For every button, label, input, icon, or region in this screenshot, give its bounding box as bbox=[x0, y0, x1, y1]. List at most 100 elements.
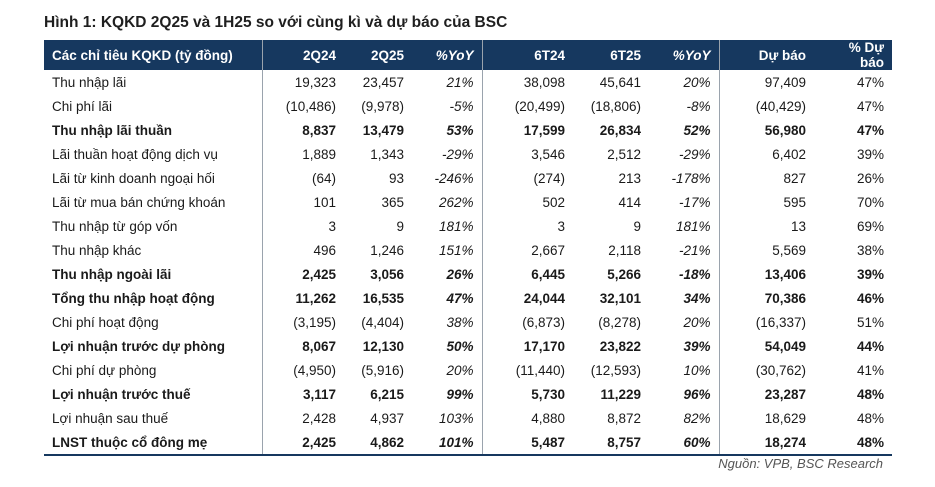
cell-forecast: 56,980 bbox=[718, 118, 814, 142]
cell-2q25: 16,535 bbox=[362, 290, 404, 306]
cell-6t24: (274) bbox=[481, 166, 573, 190]
cell-yoy-quarter: 181% bbox=[438, 218, 474, 234]
cell-forecast: 5,569 bbox=[718, 238, 814, 262]
cell-forecast: (16,337) bbox=[718, 310, 814, 334]
row-label: Lợi nhuận trước thuế bbox=[52, 386, 191, 402]
cell-2q24: 2,425 bbox=[261, 262, 344, 286]
row-label: Thu nhập lãi thuần bbox=[52, 122, 172, 138]
cell-6t24: (11,440) bbox=[481, 358, 573, 382]
table-header-row: Các chỉ tiêu KQKD (tỷ đồng) 2Q24 2Q25 %Y… bbox=[44, 40, 892, 70]
cell-2q25: 23,457 bbox=[362, 74, 404, 90]
cell-2q25: 1,343 bbox=[370, 146, 404, 162]
cell-2q24: 3 bbox=[261, 214, 344, 238]
cell-yoy-quarter: 262% bbox=[438, 194, 474, 210]
cell-yoy-quarter: 21% bbox=[446, 74, 474, 90]
cell-forecast-pct: 46% bbox=[856, 290, 884, 306]
cell-6t24: 24,044 bbox=[481, 286, 573, 310]
cell-2q24: 19,323 bbox=[261, 70, 344, 94]
cell-yoy-halfyear: 20% bbox=[683, 314, 711, 330]
cell-forecast: 6,402 bbox=[718, 142, 814, 166]
table-row: Tổng thu nhập hoạt động 11,262 16,535 47% 24… bbox=[44, 286, 892, 310]
cell-forecast-pct: 69% bbox=[856, 218, 884, 234]
header-yoy-quarter: %YoY bbox=[412, 40, 482, 70]
row-label: LNST thuộc cổ đông mẹ bbox=[44, 430, 262, 456]
row-label: Lãi từ kinh doanh ngoại hối bbox=[52, 170, 215, 186]
row-label: Thu nhập từ góp vốn bbox=[52, 218, 178, 234]
row-label: Chi phí hoạt động bbox=[52, 314, 159, 330]
header-6t24: 6T24 bbox=[481, 40, 573, 70]
row-label: Lợi nhuận trước dự phòng bbox=[52, 338, 225, 354]
cell-6t24: 2,667 bbox=[481, 238, 573, 262]
cell-6t24: 502 bbox=[481, 190, 573, 214]
row-label: Thu nhập lãi bbox=[52, 74, 127, 90]
cell-yoy-quarter: -246% bbox=[434, 170, 474, 186]
table-row: Thu nhập từ góp vốn 3 9 181% 3 9 181% 13 69% bbox=[44, 214, 892, 238]
table-row: Chi phí dự phòng (4,950) (5,916) 20% (11,440… bbox=[44, 358, 892, 382]
cell-6t24: 17,170 bbox=[481, 334, 573, 358]
cell-yoy-quarter: 103% bbox=[438, 410, 474, 426]
cell-6t24: 4,880 bbox=[481, 406, 573, 430]
cell-yoy-halfyear: 96% bbox=[683, 386, 711, 402]
table-row: Chi phí hoạt động (3,195) (4,404) 38% (6,873… bbox=[44, 310, 892, 334]
cell-yoy-quarter: 99% bbox=[446, 386, 474, 402]
table-row: Lợi nhuận sau thuế 2,428 4,937 103% 4,880 8,8… bbox=[44, 406, 892, 430]
cell-yoy-halfyear: 10% bbox=[683, 362, 711, 378]
cell-6t25: 23,822 bbox=[599, 338, 641, 354]
table-row: Thu nhập lãi thuần 8,837 13,479 53% 17,599 26… bbox=[44, 118, 892, 142]
header-6t25: 6T25 bbox=[573, 40, 649, 70]
cell-forecast-pct: 48% bbox=[856, 386, 884, 402]
cell-6t25: 8,872 bbox=[607, 410, 641, 426]
cell-2q24: 8,837 bbox=[261, 118, 344, 142]
cell-2q25: 12,130 bbox=[362, 338, 404, 354]
cell-2q25: (4,404) bbox=[361, 314, 404, 330]
cell-2q24: 101 bbox=[261, 190, 344, 214]
cell-forecast-pct: 47% bbox=[856, 122, 884, 138]
cell-2q24: 2,428 bbox=[261, 406, 344, 430]
table-row: Thu nhập khác 496 1,246 151% 2,667 2,118 -21% 5… bbox=[44, 238, 892, 262]
table-row: Lãi từ kinh doanh ngoại hối (64) 93 -246% (2… bbox=[44, 166, 892, 190]
cell-yoy-halfyear: 52% bbox=[683, 122, 711, 138]
cell-2q24: (3,195) bbox=[261, 310, 344, 334]
header-metric: Các chỉ tiêu KQKD (tỷ đồng) bbox=[44, 40, 262, 70]
cell-forecast-pct: 48% bbox=[814, 430, 892, 456]
cell-yoy-quarter: 50% bbox=[446, 338, 474, 354]
cell-6t25: 26,834 bbox=[599, 122, 641, 138]
cell-forecast: 13,406 bbox=[718, 262, 814, 286]
cell-2q24: (10,486) bbox=[261, 94, 344, 118]
cell-forecast-pct: 70% bbox=[856, 194, 884, 210]
cell-2q25: 9 bbox=[396, 218, 404, 234]
source-note: Nguồn: VPB, BSC Research bbox=[718, 456, 883, 471]
cell-yoy-quarter: 38% bbox=[446, 314, 474, 330]
cell-6t24: 5,730 bbox=[481, 382, 573, 406]
header-yoy-halfyear: %YoY bbox=[649, 40, 719, 70]
cell-forecast: 23,287 bbox=[718, 382, 814, 406]
table-row: LNST thuộc cổ đông mẹ 2,425 4,862 101% 5,487… bbox=[44, 430, 892, 456]
cell-6t25: (8,278) bbox=[598, 314, 641, 330]
cell-forecast: 18,629 bbox=[718, 406, 814, 430]
cell-yoy-quarter: 101% bbox=[412, 430, 482, 456]
cell-yoy-halfyear: -178% bbox=[671, 170, 711, 186]
cell-6t25: (18,806) bbox=[590, 98, 641, 114]
cell-2q25: 4,937 bbox=[370, 410, 404, 426]
cell-2q25: 1,246 bbox=[370, 242, 404, 258]
cell-forecast-pct: 41% bbox=[856, 362, 884, 378]
cell-forecast: 18,274 bbox=[718, 430, 814, 456]
cell-2q24: 2,425 bbox=[261, 430, 344, 456]
cell-2q25: 4,862 bbox=[344, 430, 412, 456]
cell-2q24: (64) bbox=[261, 166, 344, 190]
cell-forecast-pct: 39% bbox=[856, 266, 884, 282]
cell-yoy-quarter: -29% bbox=[441, 146, 474, 162]
cell-yoy-halfyear: -8% bbox=[686, 98, 711, 114]
cell-forecast-pct: 44% bbox=[856, 338, 884, 354]
row-label: Thu nhập ngoài lãi bbox=[52, 266, 172, 282]
row-label: Chi phí dự phòng bbox=[52, 362, 157, 378]
cell-6t24: (6,873) bbox=[481, 310, 573, 334]
cell-forecast-pct: 26% bbox=[856, 170, 884, 186]
cell-yoy-halfyear: -29% bbox=[678, 146, 711, 162]
cell-2q25: 365 bbox=[381, 194, 404, 210]
row-label: Tổng thu nhập hoạt động bbox=[52, 290, 215, 306]
results-table: Các chỉ tiêu KQKD (tỷ đồng) 2Q24 2Q25 %Y… bbox=[44, 40, 892, 456]
cell-6t25: (12,593) bbox=[590, 362, 641, 378]
cell-forecast-pct: 39% bbox=[856, 146, 884, 162]
cell-forecast: 13 bbox=[718, 214, 814, 238]
